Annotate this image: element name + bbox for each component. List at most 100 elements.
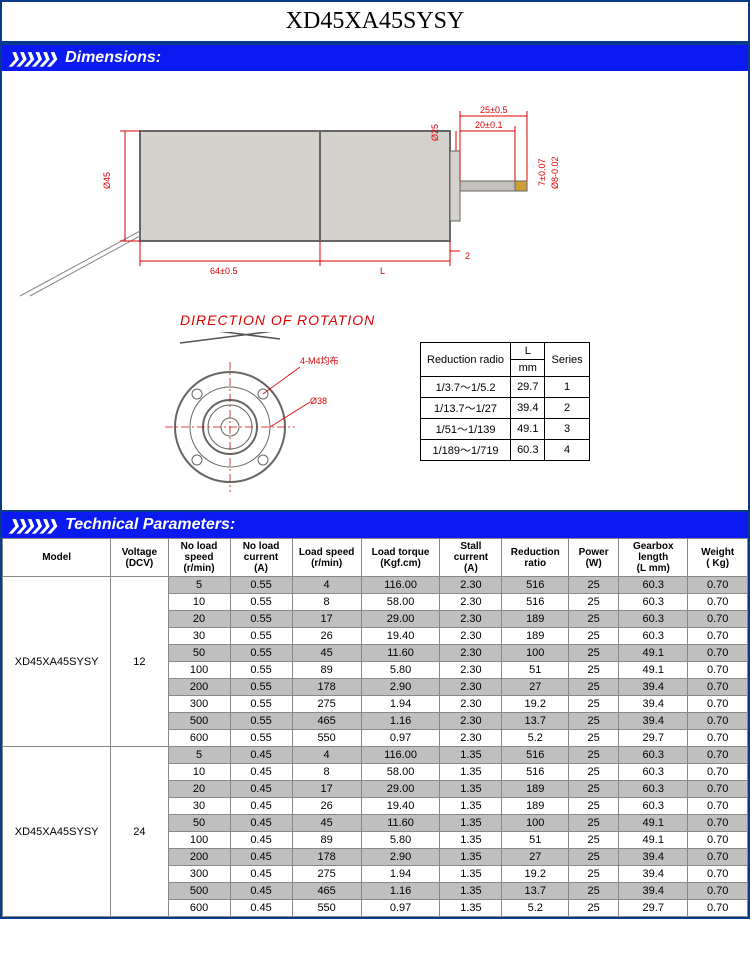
param-cell: 1.35 (440, 815, 502, 832)
param-cell: 1.94 (361, 696, 440, 713)
param-cell: 0.55 (230, 594, 292, 611)
param-cell: 17 (292, 611, 361, 628)
param-cell: 4 (292, 577, 361, 594)
motor-face-view-diagram: 4-M4均布 Ø38 (150, 332, 380, 502)
param-cell: 1.94 (361, 866, 440, 883)
param-cell: 13.7 (502, 883, 569, 900)
section-dimensions-header: ❯❯ ❯❯ ❯❯ Dimensions: (2, 43, 748, 71)
mini-cell: 29.7 (511, 377, 545, 398)
section-parameters-label: Technical Parameters: (65, 516, 235, 534)
param-cell: 29.7 (619, 730, 688, 747)
mini-cell: 49.1 (511, 419, 545, 440)
param-cell: 0.55 (230, 628, 292, 645)
mini-cell: 2 (545, 398, 589, 419)
param-cell: 116.00 (361, 747, 440, 764)
param-cell: 5 (168, 747, 230, 764)
param-header: Voltage(DCV) (111, 539, 168, 577)
param-cell: 0.70 (688, 764, 748, 781)
mini-cell: 1/189～1/719 (421, 440, 511, 461)
param-cell: 89 (292, 832, 361, 849)
param-cell: 189 (502, 781, 569, 798)
param-header: No load speed(r/min) (168, 539, 230, 577)
param-cell: 0.70 (688, 645, 748, 662)
param-cell: 2.30 (440, 730, 502, 747)
datasheet-container: XD45XA45SYSY ❯❯ ❯❯ ❯❯ Dimensions: (0, 0, 750, 919)
mini-th-mm: mm (511, 360, 545, 377)
param-cell: 0.70 (688, 730, 748, 747)
param-cell: 200 (168, 849, 230, 866)
param-header: Load speed(r/min) (292, 539, 361, 577)
mini-th-reduction: Reduction radio (421, 343, 511, 377)
param-cell: 0.70 (688, 798, 748, 815)
param-cell: 25 (569, 781, 619, 798)
param-cell: 0.70 (688, 662, 748, 679)
param-cell: 39.4 (619, 696, 688, 713)
dim-phi45: Ø45 (102, 172, 112, 189)
param-header: Stall current(A) (440, 539, 502, 577)
param-cell: 25 (569, 900, 619, 917)
param-cell: 0.70 (688, 900, 748, 917)
param-cell: 8 (292, 764, 361, 781)
mini-cell: 1/3.7～1/5.2 (421, 377, 511, 398)
mini-cell: 1/13.7～1/27 (421, 398, 511, 419)
rotation-direction-label: DIRECTION OF ROTATION (180, 312, 740, 328)
param-cell: 0.70 (688, 594, 748, 611)
page-title: XD45XA45SYSY (2, 2, 748, 43)
param-cell: 49.1 (619, 662, 688, 679)
param-cell: 25 (569, 577, 619, 594)
param-cell: 5 (168, 577, 230, 594)
param-cell: 465 (292, 713, 361, 730)
param-cell: 30 (168, 628, 230, 645)
param-cell: 25 (569, 696, 619, 713)
param-cell: 2.90 (361, 679, 440, 696)
mini-cell: 1 (545, 377, 589, 398)
param-cell: 49.1 (619, 815, 688, 832)
param-cell: 0.45 (230, 747, 292, 764)
param-cell: 275 (292, 866, 361, 883)
param-cell: 200 (168, 679, 230, 696)
param-cell: 178 (292, 849, 361, 866)
param-cell: 0.55 (230, 645, 292, 662)
voltage-cell: 12 (111, 577, 168, 747)
param-cell: 1.35 (440, 798, 502, 815)
param-cell: 1.16 (361, 713, 440, 730)
param-cell: 178 (292, 679, 361, 696)
param-cell: 60.3 (619, 628, 688, 645)
param-cell: 0.97 (361, 900, 440, 917)
param-cell: 0.70 (688, 866, 748, 883)
param-cell: 51 (502, 832, 569, 849)
param-cell: 0.55 (230, 662, 292, 679)
param-cell: 0.55 (230, 577, 292, 594)
param-cell: 19.40 (361, 628, 440, 645)
param-cell: 39.4 (619, 866, 688, 883)
param-cell: 60.3 (619, 747, 688, 764)
param-cell: 39.4 (619, 883, 688, 900)
param-cell: 51 (502, 662, 569, 679)
param-cell: 0.45 (230, 883, 292, 900)
param-cell: 25 (569, 594, 619, 611)
param-cell: 0.97 (361, 730, 440, 747)
param-cell: 49.1 (619, 645, 688, 662)
param-cell: 26 (292, 798, 361, 815)
param-cell: 0.45 (230, 866, 292, 883)
param-cell: 0.55 (230, 713, 292, 730)
param-cell: 25 (569, 832, 619, 849)
param-cell: 25 (569, 611, 619, 628)
mini-cell: 4 (545, 440, 589, 461)
param-cell: 2.30 (440, 645, 502, 662)
param-cell: 0.55 (230, 696, 292, 713)
mini-cell: 39.4 (511, 398, 545, 419)
param-cell: 39.4 (619, 849, 688, 866)
param-header: Model (3, 539, 111, 577)
param-cell: 25 (569, 764, 619, 781)
param-cell: 500 (168, 883, 230, 900)
param-cell: 0.70 (688, 713, 748, 730)
param-cell: 0.70 (688, 832, 748, 849)
model-cell: XD45XA45SYSY (3, 747, 111, 917)
param-cell: 11.60 (361, 645, 440, 662)
param-cell: 60.3 (619, 577, 688, 594)
param-cell: 25 (569, 883, 619, 900)
param-header: Power(W) (569, 539, 619, 577)
param-cell: 0.70 (688, 577, 748, 594)
mini-cell: 1/51～1/139 (421, 419, 511, 440)
